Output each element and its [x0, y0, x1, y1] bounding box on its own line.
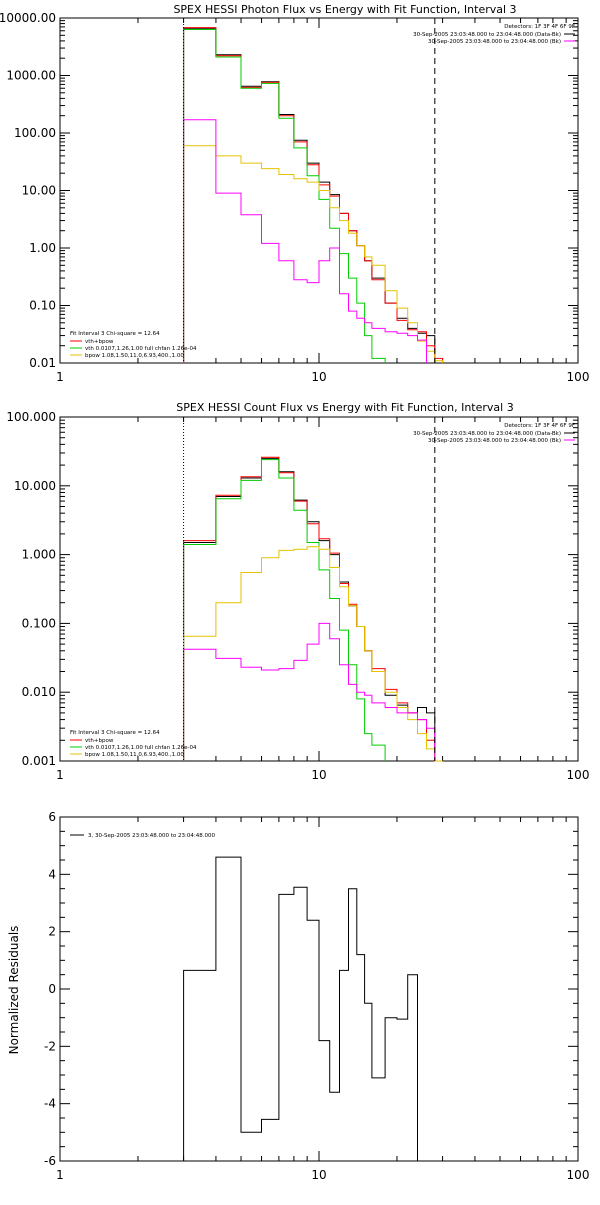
- count-legend-vth: vth 0.0107,1.26,1.00 full chfan 1.26e-04: [70, 745, 197, 751]
- series-3: [183, 856, 418, 1161]
- count-plot-frame: [59, 416, 579, 762]
- count-legend-bpow-text: bpow 1.08,1.50,11.0,6.93,400.,1.00: [85, 752, 184, 758]
- y-tick-label: 10000.00: [0, 11, 56, 25]
- residuals-ticks: 1 10 100 -6 -4 -2 0 2 4 6: [44, 810, 589, 1182]
- photon-detectors-text: Detectors: 1F 3F 4F 6F 9F: [504, 24, 575, 30]
- count-flux-panel: SPEX HESSI Count Flux vs Energy with Fit…: [6, 401, 589, 782]
- photon-chart-title: SPEX HESSI Photon Flux vs Energy with Fi…: [173, 3, 516, 16]
- residuals-legend-entry: 3, 30-Sep-2005 23:03:48.000 to 23:04:48.…: [70, 833, 215, 839]
- photon-legend-vth-text: vth 0.0107,1.26,1.00 full chfan 1.26e-04: [85, 346, 197, 352]
- x-tick-label: 100: [567, 1168, 590, 1182]
- series-vth: [183, 459, 386, 761]
- photon-ticks: 1 10 100 0.01 0.10 1.00 10.00 100.00 1000.00 1000…: [0, 11, 589, 384]
- photon-flux-panel: SPEX HESSI Photon Flux vs Energy with Fi…: [0, 3, 589, 384]
- count-legend-vth-text: vth 0.0107,1.26,1.00 full chfan 1.26e-04: [85, 745, 197, 751]
- photon-legend-bpow-text: bpow 1.08,1.50,11.0,6.93,400.,1.00: [85, 353, 184, 359]
- count-info-data-text: 30-Sep-2005 23:03:48.000 to 23:04:48.000…: [413, 431, 561, 437]
- series-vth-bpow: [183, 27, 444, 363]
- photon-legend-vthbpow: vth+bpow: [70, 339, 114, 345]
- x-tick-label: 1: [56, 1168, 64, 1182]
- y-tick-label: 2: [48, 925, 56, 939]
- x-tick-label: 100: [567, 768, 590, 782]
- y-tick-label: 100.000: [6, 410, 56, 424]
- count-info-line-bk: 30-Sep-2005 23:03:48.000 to 23:04:48.000…: [428, 438, 575, 444]
- x-tick-label: 10: [311, 1168, 326, 1182]
- y-tick-label: 1.000: [22, 548, 56, 562]
- y-tick-label: 0: [48, 982, 56, 996]
- count-chart-title: SPEX HESSI Count Flux vs Energy with Fit…: [176, 401, 513, 414]
- x-tick-label: 1: [56, 768, 64, 782]
- y-tick-label: 1000.00: [6, 69, 56, 83]
- y-tick-label: 0.100: [22, 616, 56, 630]
- photon-fit-info: Fit Interval 3 Chi-square = 12.64: [70, 331, 160, 337]
- y-tick-label: 6: [48, 810, 56, 824]
- photon-legend-vth: vth 0.0107,1.26,1.00 full chfan 1.26e-04: [70, 346, 197, 352]
- photon-vlines: [183, 18, 436, 363]
- series-vth: [183, 29, 386, 363]
- y-tick-label: 0.001: [22, 754, 56, 768]
- count-info-bk-text: 30-Sep-2005 23:03:48.000 to 23:04:48.000…: [428, 438, 561, 444]
- count-curves: [183, 456, 443, 762]
- residuals-panel: 1 10 100 -6 -4 -2 0 2 4 6 Normalized Residuals 3,…: [7, 810, 589, 1182]
- y-tick-label: 0.10: [29, 299, 56, 313]
- x-tick-label: 1: [56, 370, 64, 384]
- series-vth-bpow: [183, 456, 443, 762]
- photon-info-data-text: 30-Sep-2005 23:03:48.000 to 23:04:48.000…: [413, 32, 561, 38]
- count-ticks: 1 10 100 0.001 0.010 0.100 1.000 10.000 100.000: [6, 410, 589, 782]
- x-tick-label: 100: [567, 370, 590, 384]
- residuals-curves: [183, 856, 418, 1161]
- residuals-legend-text: 3, 30-Sep-2005 23:03:48.000 to 23:04:48.…: [88, 833, 215, 839]
- series-bpow: [183, 546, 443, 762]
- count-vlines: [183, 417, 436, 761]
- photon-legend-bpow: bpow 1.08,1.50,11.0,6.93,400.,1.00: [70, 353, 184, 359]
- y-tick-label: 0.01: [29, 356, 56, 370]
- y-tick-label: 10.00: [22, 184, 56, 198]
- photon-info-bk-text: 30-Sep-2005 23:03:48.000 to 23:04:48.000…: [428, 39, 561, 45]
- series-bpow: [183, 145, 444, 363]
- count-fit-info: Fit Interval 3 Chi-square = 12.64: [70, 730, 160, 736]
- y-tick-label: 100.00: [14, 126, 56, 140]
- count-legend-bpow: bpow 1.08,1.50,11.0,6.93,400.,1.00: [70, 752, 184, 758]
- y-tick-label: -2: [44, 1039, 56, 1053]
- y-tick-label: -6: [44, 1154, 56, 1168]
- series-data-bk: [183, 457, 436, 761]
- y-tick-label: 10.000: [14, 479, 56, 493]
- photon-info-line-data: 30-Sep-2005 23:03:48.000 to 23:04:48.000…: [413, 32, 575, 38]
- residuals-ylabel: Normalized Residuals: [7, 926, 21, 1055]
- x-tick-label: 10: [311, 768, 326, 782]
- photon-curves: [183, 27, 444, 363]
- count-detectors-text: Detectors: 1F 3F 4F 6F 9F: [504, 423, 575, 429]
- count-info-line-data: 30-Sep-2005 23:03:48.000 to 23:04:48.000…: [413, 431, 575, 437]
- y-tick-label: 4: [48, 867, 56, 881]
- x-tick-label: 10: [311, 370, 326, 384]
- y-tick-label: -4: [44, 1097, 56, 1111]
- photon-info-line-bk: 30-Sep-2005 23:03:48.000 to 23:04:48.000…: [428, 39, 575, 45]
- series-bk: [183, 622, 436, 761]
- count-legend-vthbpow-text: vth+bpow: [85, 738, 114, 744]
- count-legend-vthbpow: vth+bpow: [70, 738, 114, 744]
- y-tick-label: 1.00: [29, 241, 56, 255]
- y-tick-label: 0.010: [22, 685, 56, 699]
- series-bk: [183, 119, 427, 363]
- photon-legend-vthbpow-text: vth+bpow: [85, 339, 114, 345]
